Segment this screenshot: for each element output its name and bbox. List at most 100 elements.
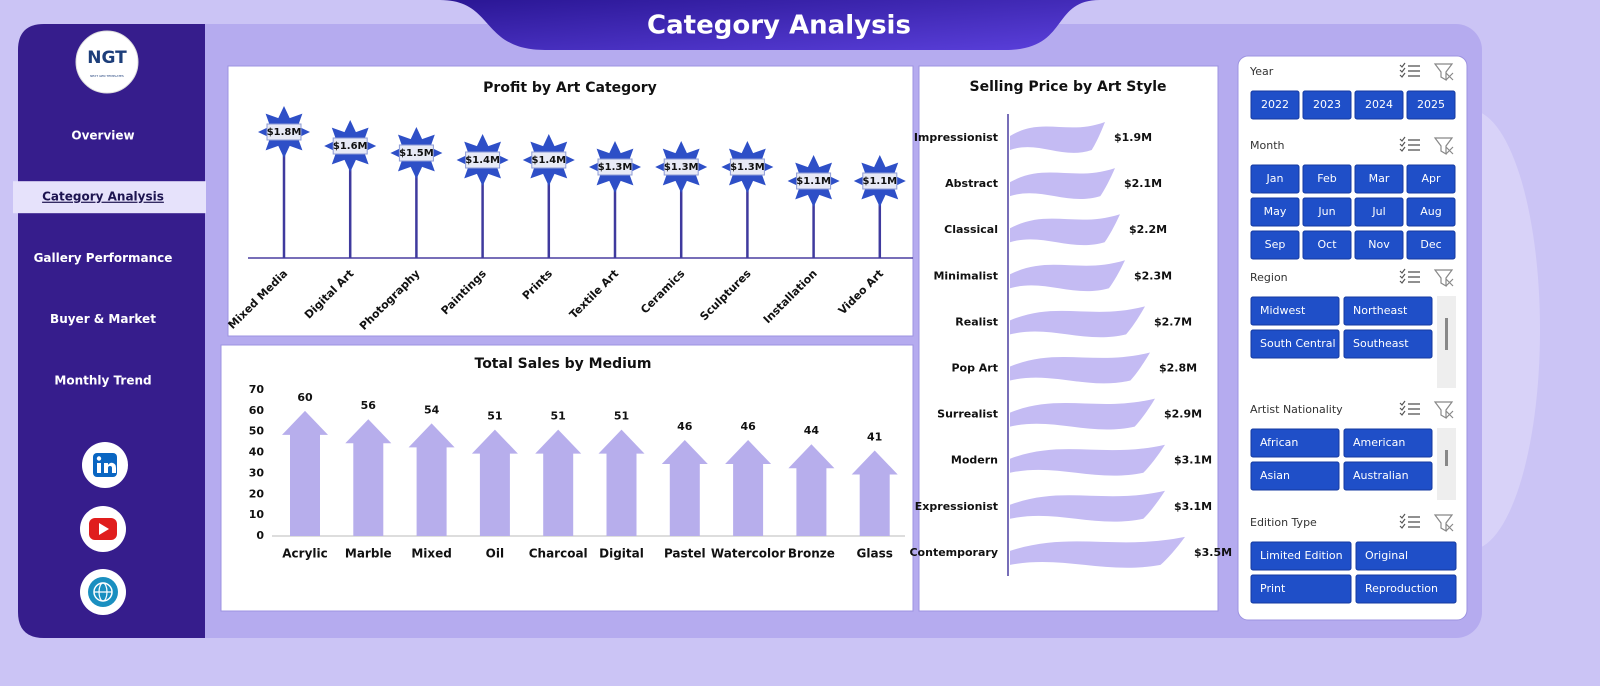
y-tick-label: 50 [249, 425, 265, 438]
value-label: $1.8M [267, 127, 302, 138]
value-label: $1.5M [399, 148, 434, 159]
scroll-thumb[interactable] [1445, 450, 1448, 466]
slicer-button[interactable] [1354, 90, 1404, 120]
slicer-button[interactable] [1406, 197, 1456, 227]
value-label: $1.4M [531, 155, 566, 166]
nav-item[interactable]: Gallery Performance [34, 251, 173, 265]
y-tick-label: 30 [249, 466, 265, 479]
x-tick-label: Pastel [664, 547, 706, 561]
logo [75, 30, 139, 94]
scroll-thumb[interactable] [1445, 318, 1448, 350]
slicer-button[interactable] [1355, 541, 1457, 571]
nav-item[interactable]: Buyer & Market [50, 312, 156, 326]
slicer-button[interactable] [1343, 329, 1433, 359]
value-label: $1.1M [862, 176, 897, 187]
slicer-button[interactable] [1406, 90, 1456, 120]
y-tick-label: Abstract [945, 177, 998, 190]
clear-filter-icon[interactable] [1433, 63, 1454, 82]
slicer-title: Artist Nationality [1250, 403, 1343, 416]
slicer-item[interactable]: African [1260, 436, 1298, 449]
slicer-button[interactable] [1406, 164, 1456, 194]
slicer-item[interactable]: Apr [1421, 172, 1441, 185]
slicer-item[interactable]: Sep [1265, 238, 1286, 251]
value-label: 51 [551, 410, 566, 423]
nav-item[interactable]: Category Analysis [42, 190, 164, 204]
multi-select-icon[interactable] [1399, 136, 1406, 152]
slicer-item[interactable]: May [1264, 205, 1287, 218]
slicer-item[interactable]: 2022 [1261, 98, 1289, 111]
slicer-item[interactable]: Limited Edition [1260, 549, 1343, 562]
slicer-button[interactable] [1250, 428, 1340, 458]
slicer-item[interactable]: Australian [1353, 469, 1409, 482]
value-label-box [729, 158, 765, 176]
bar [661, 440, 708, 536]
slicer-item[interactable]: Midwest [1260, 304, 1306, 317]
slicer-button[interactable] [1355, 574, 1457, 604]
y-tick-label: Classical [944, 223, 998, 236]
y-tick-label: Modern [951, 454, 998, 467]
slicer-item[interactable]: American [1353, 436, 1405, 449]
slicer-item[interactable]: Print [1260, 582, 1286, 595]
slicer-button[interactable] [1250, 90, 1300, 120]
bar [1010, 444, 1165, 476]
slicer-button[interactable] [1250, 541, 1352, 571]
slicer-button[interactable] [1406, 230, 1456, 260]
clear-filter-icon[interactable] [1433, 137, 1454, 156]
slicer-button[interactable] [1354, 164, 1404, 194]
slicer-item[interactable]: South Central [1260, 337, 1336, 350]
slicer-item[interactable]: Reproduction [1365, 582, 1438, 595]
logo-subtitle: NEXT GEN TEMPLATES [90, 74, 124, 78]
slicer-button[interactable] [1250, 197, 1300, 227]
nav-item[interactable]: Overview [71, 129, 134, 143]
slicer-item[interactable]: Jan [1266, 172, 1284, 185]
slicer-button[interactable] [1354, 197, 1404, 227]
value-label: 41 [867, 430, 882, 443]
slicer-button[interactable] [1250, 164, 1300, 194]
value-label: $3.5M [1194, 546, 1232, 559]
slicer-button[interactable] [1250, 461, 1340, 491]
bar [1010, 214, 1120, 246]
slicer-item[interactable]: Original [1365, 549, 1408, 562]
slicer-item[interactable]: Jul [1371, 205, 1385, 218]
multi-select-icon[interactable] [1399, 268, 1406, 284]
slicer-button[interactable] [1302, 164, 1352, 194]
clear-filter-icon[interactable] [1433, 401, 1454, 420]
slicer-button[interactable] [1250, 230, 1300, 260]
slicer-item[interactable]: Southeast [1353, 337, 1409, 350]
slicer-item[interactable]: Jun [1317, 205, 1335, 218]
slicer-item[interactable]: 2023 [1313, 98, 1341, 111]
slicer-item[interactable]: 2024 [1365, 98, 1393, 111]
value-label: 46 [677, 420, 693, 433]
clear-filter-icon[interactable] [1433, 269, 1454, 288]
multi-select-icon[interactable] [1399, 62, 1406, 78]
linkedin-glyph [104, 462, 116, 473]
value-label: $2.8M [1159, 362, 1197, 375]
slicer-item[interactable]: Mar [1369, 172, 1390, 185]
clear-filter-icon[interactable] [1433, 514, 1454, 533]
slicer-button[interactable] [1343, 428, 1433, 458]
slicer-item[interactable]: 2025 [1417, 98, 1445, 111]
slicer-item[interactable]: Dec [1420, 238, 1441, 251]
slicer-button[interactable] [1250, 329, 1340, 359]
slicer-item[interactable]: Oct [1317, 238, 1337, 251]
slicer-button[interactable] [1354, 230, 1404, 260]
slicer-item[interactable]: Asian [1260, 469, 1290, 482]
slicer-button[interactable] [1250, 296, 1340, 326]
slicer-button[interactable] [1343, 296, 1433, 326]
y-tick-label: 0 [256, 529, 264, 542]
slicer-button[interactable] [1302, 90, 1352, 120]
chart-title: Profit by Art Category [483, 80, 657, 96]
slicer-button[interactable] [1302, 230, 1352, 260]
nav-item[interactable]: Monthly Trend [54, 373, 151, 387]
slicer-item[interactable]: Nov [1368, 238, 1390, 251]
slicer-button[interactable] [1343, 461, 1433, 491]
social-links [80, 442, 128, 615]
slicer-item[interactable]: Aug [1420, 205, 1441, 218]
multi-select-icon[interactable] [1399, 400, 1406, 416]
slicer-item[interactable]: Feb [1317, 172, 1336, 185]
slicer-button[interactable] [1302, 197, 1352, 227]
y-tick-label: Surrealist [937, 408, 998, 421]
slicer-item[interactable]: Northeast [1353, 304, 1408, 317]
slicer-button[interactable] [1250, 574, 1352, 604]
multi-select-icon[interactable] [1399, 513, 1406, 529]
